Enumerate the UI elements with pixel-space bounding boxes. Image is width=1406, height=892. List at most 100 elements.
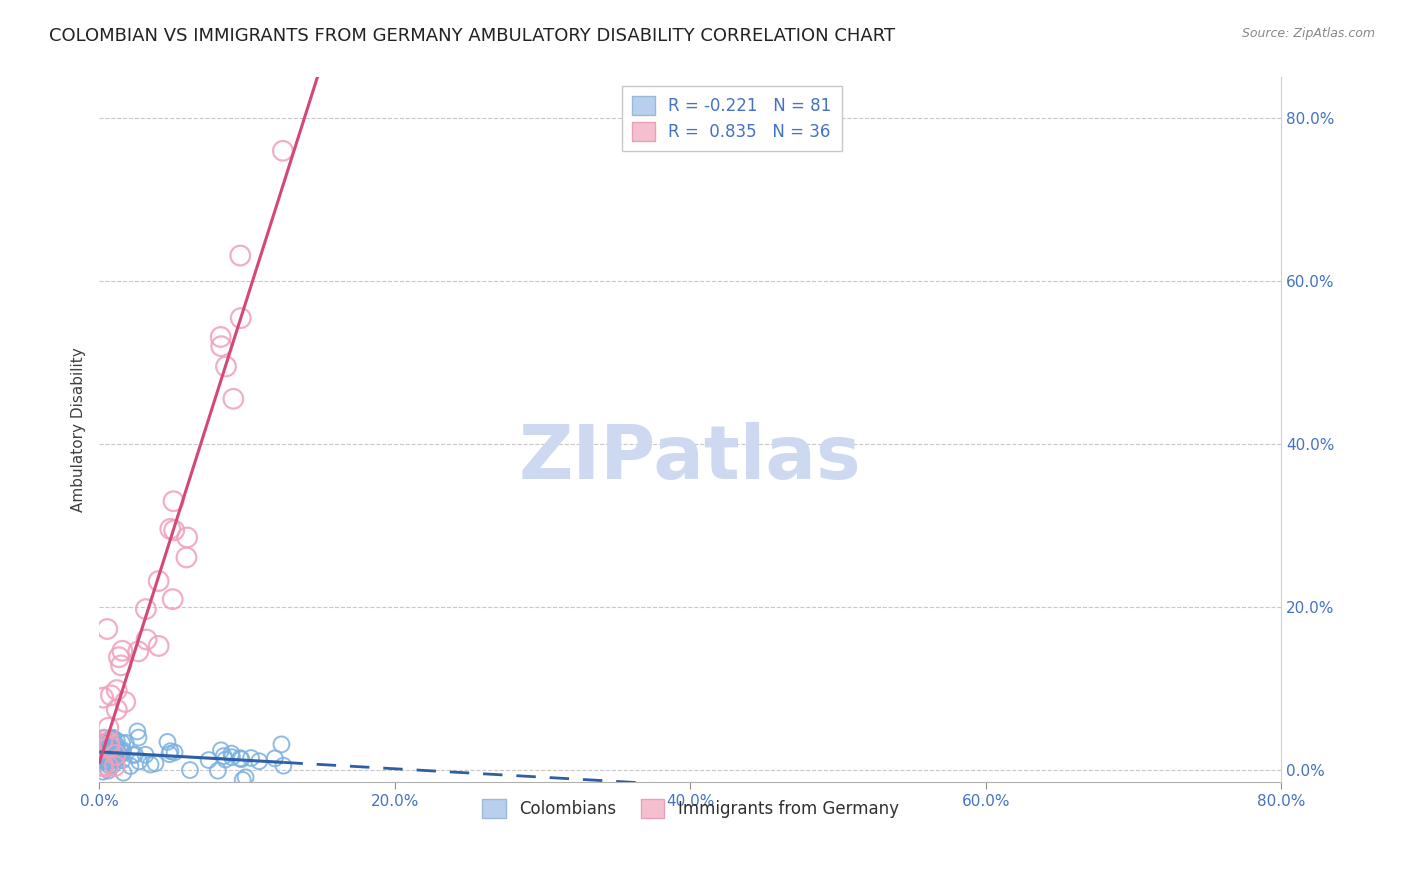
Point	[98, 735, 121, 749]
Point	[90, 753, 112, 767]
Point	[93, 731, 115, 745]
Point	[96, 737, 118, 751]
Point	[91, 764, 114, 779]
Point	[97, 721, 120, 735]
Point	[105, 733, 128, 747]
Point	[114, 695, 136, 709]
Point	[263, 751, 285, 765]
Point	[103, 732, 125, 747]
Point	[93, 754, 115, 768]
Point	[128, 731, 150, 745]
Point	[96, 741, 118, 756]
Point	[112, 765, 135, 780]
Point	[90, 749, 112, 764]
Point	[100, 688, 122, 702]
Point	[96, 746, 118, 760]
Point	[247, 754, 270, 768]
Point	[240, 751, 263, 765]
Point	[105, 738, 128, 752]
Point	[221, 747, 243, 761]
Point	[232, 772, 254, 787]
Point	[96, 742, 118, 756]
Point	[197, 753, 219, 767]
Point	[229, 311, 252, 326]
Point	[105, 743, 128, 757]
Point	[124, 747, 146, 762]
Point	[98, 758, 121, 772]
Point	[110, 743, 132, 757]
Point	[91, 759, 114, 773]
Point	[91, 734, 114, 748]
Point	[98, 748, 121, 763]
Point	[97, 756, 120, 770]
Point	[215, 359, 238, 374]
Point	[209, 743, 232, 757]
Point	[270, 738, 292, 752]
Point	[163, 524, 186, 538]
Point	[162, 494, 184, 508]
Point	[139, 757, 162, 772]
Point	[163, 745, 186, 759]
Point	[159, 744, 181, 758]
Point	[98, 739, 121, 753]
Point	[135, 602, 157, 616]
Point	[135, 747, 157, 762]
Point	[273, 758, 295, 772]
Point	[127, 644, 149, 658]
Point	[128, 755, 150, 769]
Point	[135, 632, 157, 647]
Point	[231, 752, 253, 766]
Point	[209, 339, 232, 353]
Point	[207, 764, 229, 778]
Point	[96, 622, 118, 636]
Point	[111, 753, 134, 767]
Point	[222, 392, 245, 406]
Point	[111, 736, 134, 750]
Point	[108, 748, 131, 763]
Point	[97, 748, 120, 763]
Point	[159, 747, 181, 761]
Point	[156, 735, 179, 749]
Point	[229, 751, 252, 765]
Point	[104, 744, 127, 758]
Point	[98, 739, 121, 753]
Text: Source: ZipAtlas.com: Source: ZipAtlas.com	[1241, 27, 1375, 40]
Point	[94, 747, 117, 761]
Point	[101, 758, 124, 772]
Point	[91, 690, 114, 705]
Y-axis label: Ambulatory Disability: Ambulatory Disability	[72, 348, 86, 512]
Point	[97, 759, 120, 773]
Point	[212, 749, 235, 764]
Point	[148, 639, 170, 653]
Point	[104, 747, 127, 762]
Point	[98, 755, 121, 769]
Point	[112, 746, 135, 760]
Point	[101, 751, 124, 765]
Point	[229, 248, 252, 262]
Point	[105, 703, 128, 717]
Point	[145, 756, 167, 771]
Point	[235, 770, 257, 784]
Text: ZIPatlas: ZIPatlas	[519, 422, 862, 494]
Text: COLOMBIAN VS IMMIGRANTS FROM GERMANY AMBULATORY DISABILITY CORRELATION CHART: COLOMBIAN VS IMMIGRANTS FROM GERMANY AMB…	[49, 27, 896, 45]
Point	[100, 748, 122, 763]
Point	[105, 746, 128, 760]
Point	[221, 750, 243, 764]
Point	[105, 747, 128, 762]
Point	[110, 658, 132, 673]
Point	[108, 650, 131, 665]
Point	[94, 737, 117, 751]
Point	[111, 743, 134, 757]
Point	[271, 144, 294, 158]
Point	[90, 735, 112, 749]
Point	[179, 763, 201, 777]
Point	[214, 753, 236, 767]
Point	[111, 644, 134, 658]
Point	[101, 750, 124, 764]
Point	[148, 574, 170, 588]
Point	[91, 736, 114, 750]
Point	[98, 746, 121, 760]
Point	[100, 731, 122, 746]
Point	[104, 759, 127, 773]
Point	[176, 550, 198, 565]
